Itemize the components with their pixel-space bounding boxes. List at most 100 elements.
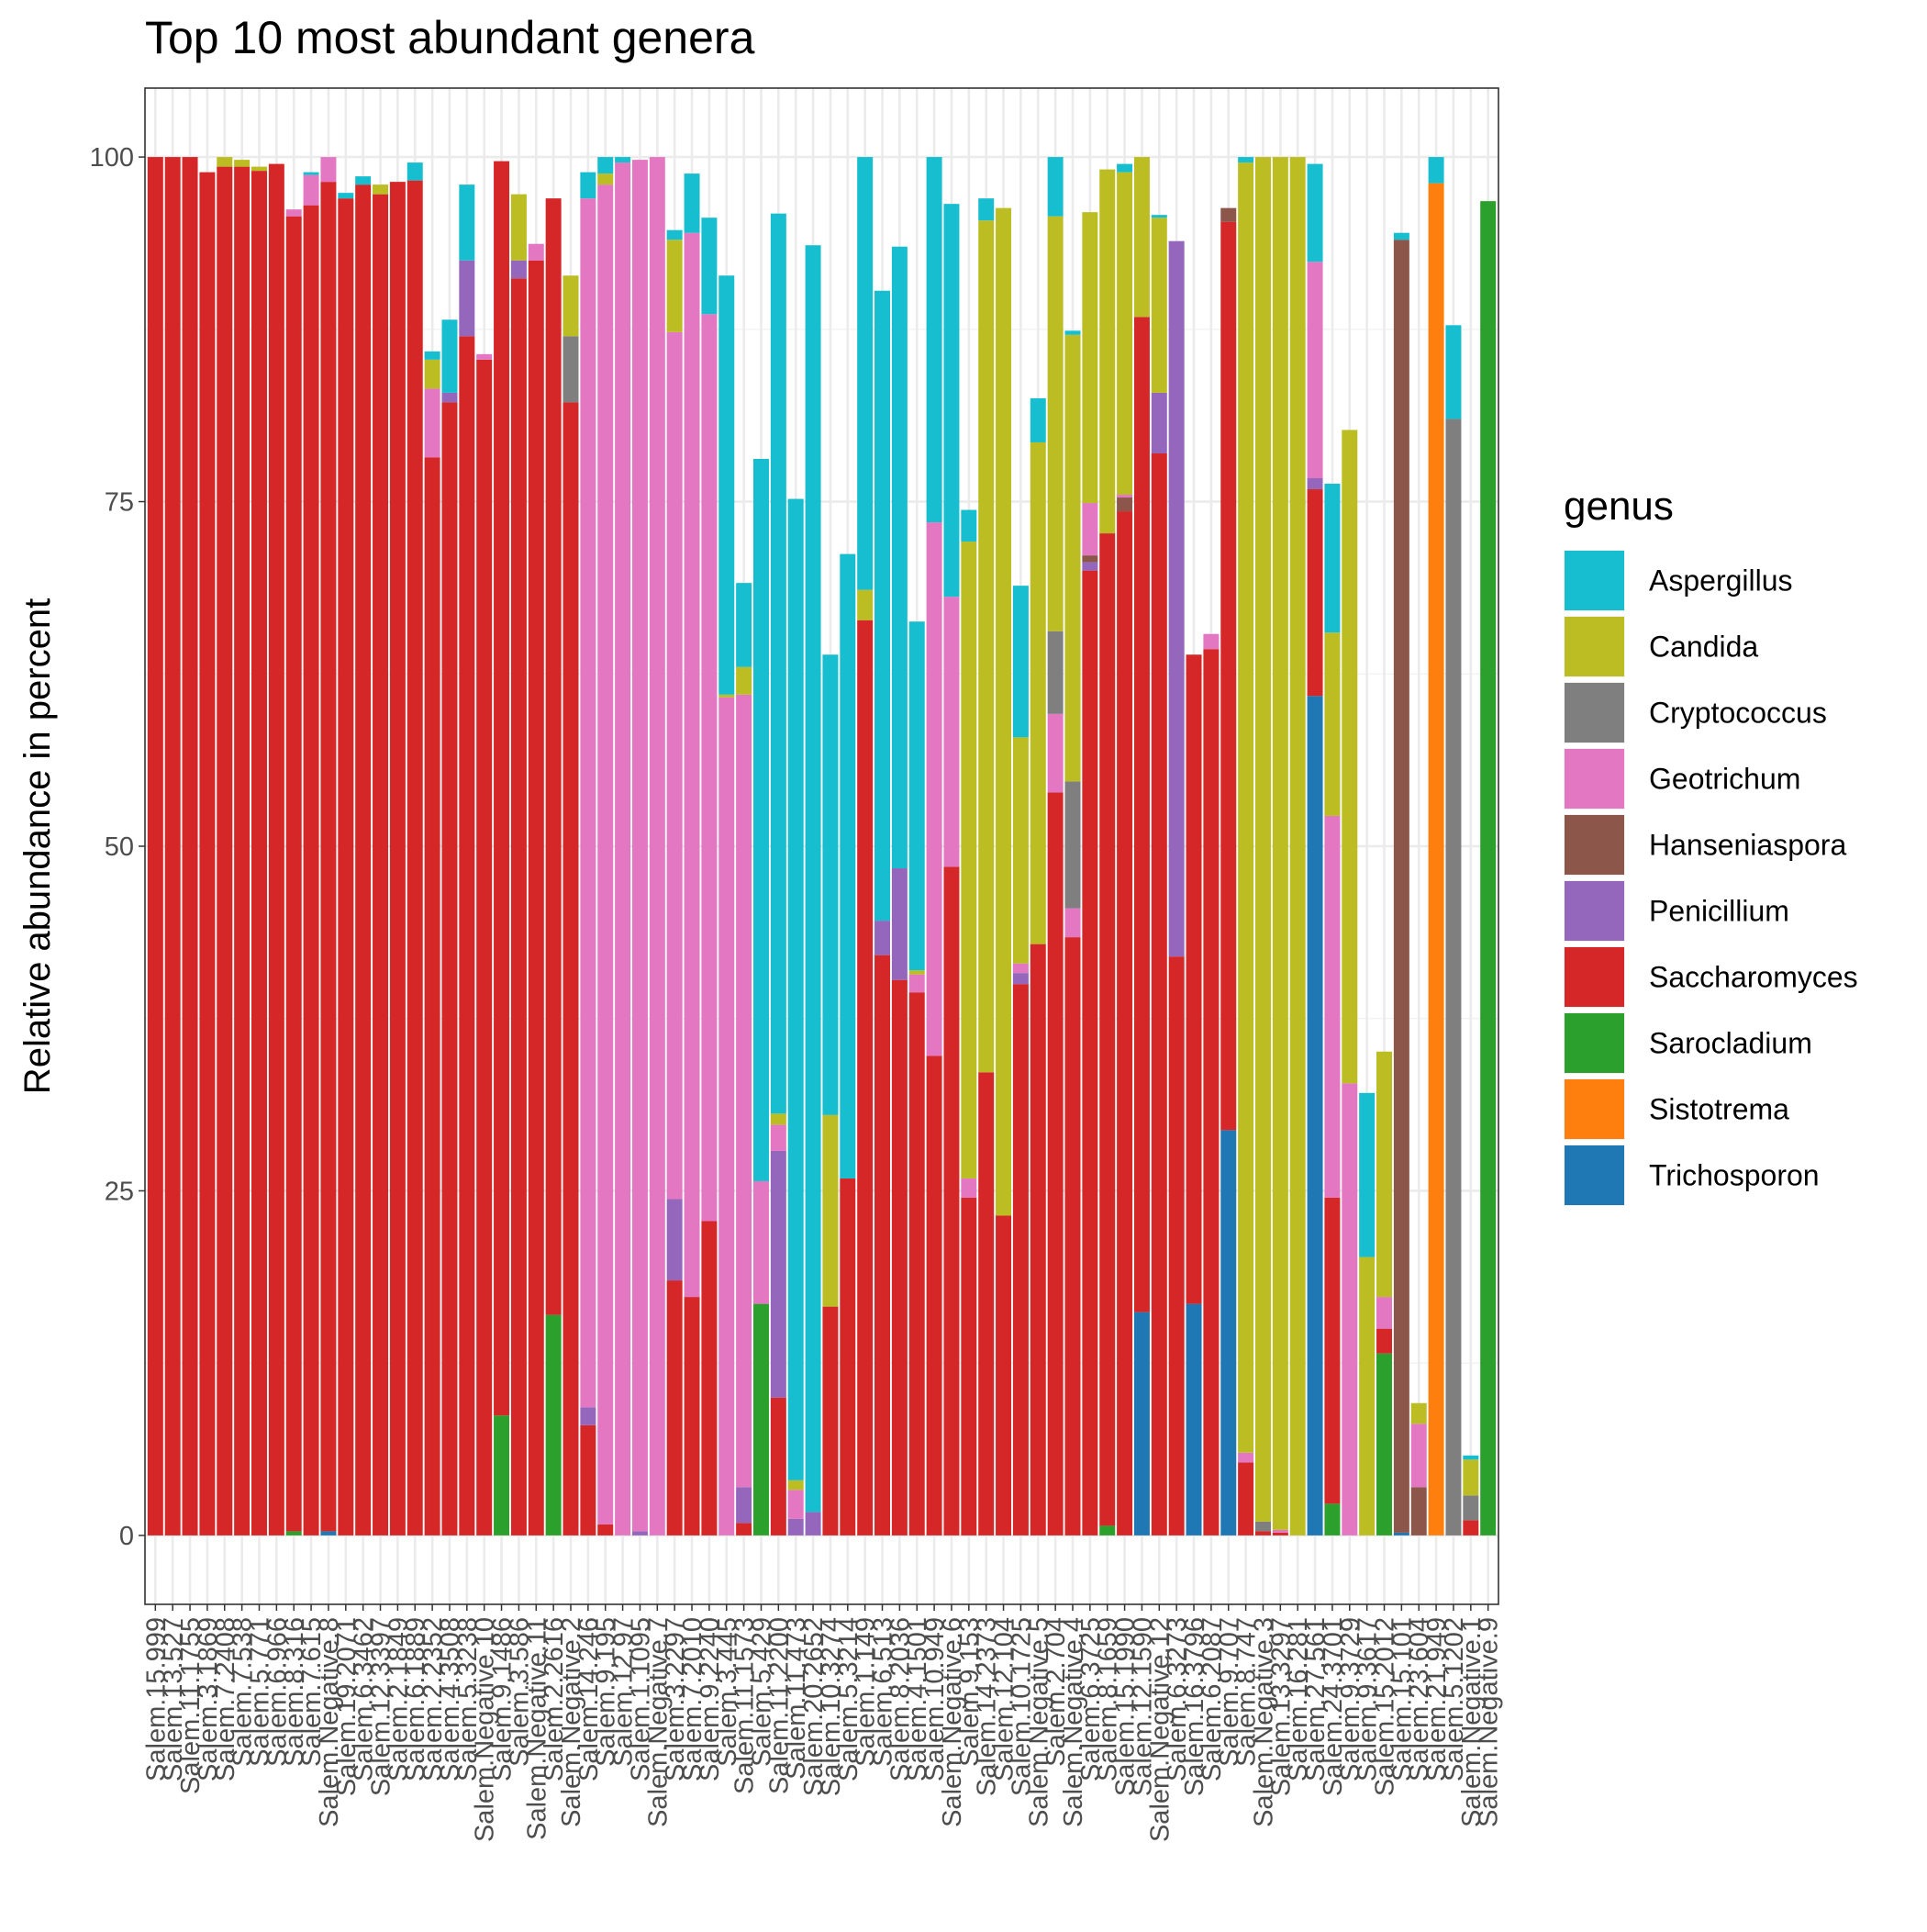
- y-tick-label: 50: [105, 832, 134, 862]
- bar-segment: [1307, 163, 1323, 262]
- bar-segment: [787, 1490, 804, 1519]
- bar-segment: [424, 457, 440, 1536]
- bar-segment: [1151, 215, 1167, 218]
- legend-label: Hanseniaspora: [1649, 829, 1846, 862]
- bar-segment: [1030, 441, 1046, 944]
- bar-segment: [805, 245, 821, 1513]
- bar-segment: [217, 157, 233, 167]
- x-tick-label: Salem.19.2071: [332, 1617, 362, 1796]
- bar-segment: [1272, 157, 1288, 1530]
- x-tick-label: Salem.3.1869: [194, 1617, 223, 1781]
- bar-segment: [285, 209, 302, 217]
- x-tick-label: Salem.9.3729: [1336, 1617, 1365, 1781]
- bar-segment: [355, 176, 372, 185]
- bar-segment: [580, 1407, 596, 1425]
- x-tick-label: Salem.5.3238: [453, 1617, 483, 1781]
- x-tick-label: Salem.23.604: [1405, 1617, 1434, 1781]
- bar-segment: [908, 974, 925, 993]
- y-tick-label: 0: [119, 1522, 134, 1551]
- bar-segment: [1324, 1503, 1341, 1536]
- bar-segment: [1428, 183, 1444, 1536]
- bar-segment: [528, 243, 544, 261]
- bar-segment: [1082, 562, 1098, 571]
- x-tick-label: Salem.6.3725: [1076, 1617, 1106, 1781]
- bar-segment: [597, 173, 614, 185]
- bar-segment: [199, 172, 216, 1536]
- bar-segment: [1047, 216, 1064, 631]
- x-tick-label: Salem.6.966: [262, 1617, 292, 1767]
- bar-segment: [857, 157, 874, 590]
- bar-segment: [597, 157, 614, 174]
- bar-segment: [943, 597, 960, 867]
- bar-segment: [1342, 1083, 1358, 1536]
- bar-segment: [666, 240, 683, 332]
- x-tick-label: Salem.6.3273: [1163, 1617, 1192, 1781]
- bar-segment: [510, 194, 527, 261]
- bar-segment: [407, 162, 423, 181]
- bar-segment: [494, 161, 510, 1416]
- bar-segment: [476, 353, 493, 360]
- x-tick-label: Salem.4.3508: [436, 1617, 465, 1781]
- bar-segment: [1428, 157, 1444, 184]
- bar-segment: [459, 336, 475, 1536]
- legend-label: Trichosporon: [1649, 1159, 1820, 1192]
- bar-segment: [234, 160, 251, 167]
- x-tick-label: Salem.27.561: [1301, 1617, 1331, 1781]
- x-tick-label: Salem.Negative.4: [1059, 1617, 1088, 1827]
- bar-segment: [736, 694, 752, 1488]
- legend-label: Saccharomyces: [1649, 961, 1858, 994]
- x-tick-label: Salem.5.429: [747, 1617, 776, 1767]
- bar-segment: [1186, 1303, 1202, 1536]
- x-tick-label: Salem.15.1990: [1111, 1617, 1141, 1796]
- x-tick-label: Salem.7.2010: [678, 1617, 707, 1781]
- x-tick-label: Salem.8.747: [1232, 1617, 1262, 1767]
- legend-label: Geotrichum: [1649, 763, 1800, 796]
- x-tick-label: Salem.10.1725: [1007, 1617, 1036, 1796]
- bar-segment: [1133, 157, 1150, 318]
- x-tick-label: Salem.2.1849: [384, 1617, 413, 1781]
- legend-label: Sarocladium: [1649, 1027, 1812, 1060]
- bar-segment: [1238, 157, 1254, 163]
- bar-segment: [978, 1072, 995, 1536]
- bar-segment: [1082, 555, 1098, 563]
- bar-segment: [978, 198, 995, 221]
- legend-label: Candida: [1649, 631, 1758, 664]
- x-tick-label: Salem.10.949: [920, 1617, 950, 1781]
- bar-segment: [1463, 1459, 1479, 1496]
- bar-segment: [1307, 696, 1323, 1536]
- x-tick-label: Salem.13.527: [159, 1617, 188, 1781]
- legend-title: genus: [1564, 484, 1674, 529]
- bar-segment: [1133, 1312, 1150, 1536]
- bar-segment: [1463, 1495, 1479, 1521]
- x-tick-label: Salem.9.2240: [696, 1617, 725, 1781]
- bar-segment: [268, 163, 284, 1536]
- y-axis-label: Relative abundance in percent: [17, 598, 58, 1094]
- x-tick-label: Salem.9.3617: [1353, 1617, 1383, 1781]
- x-tick-label: Salem.Negative.1: [1457, 1617, 1487, 1827]
- bar-segment: [1393, 240, 1409, 1533]
- bar-segment: [770, 213, 786, 1114]
- bar-segment: [1393, 232, 1409, 240]
- bar-segment: [597, 184, 614, 1524]
- legend-label: Sistotrema: [1649, 1093, 1789, 1126]
- bar-segment: [666, 1280, 683, 1536]
- bar-segment: [1012, 963, 1029, 974]
- bar-segment: [563, 402, 579, 1536]
- bar-segment: [822, 654, 839, 1115]
- bar-segment: [718, 697, 735, 1536]
- bar-segment: [1220, 1130, 1237, 1536]
- bar-segment: [1445, 419, 1462, 1536]
- bar-segment: [580, 198, 596, 1408]
- legend-swatch: [1565, 815, 1624, 875]
- x-tick-label: Salem.11.473: [782, 1617, 811, 1780]
- bar-segment: [1410, 1402, 1427, 1424]
- legend-swatch: [1565, 1079, 1624, 1139]
- x-tick-label: Salem.20.2652: [799, 1617, 829, 1796]
- bar-segment: [1342, 430, 1358, 1084]
- bar-segment: [563, 336, 579, 403]
- bar-segment: [1307, 489, 1323, 697]
- bar-segment: [1012, 737, 1029, 964]
- bar-segment: [718, 694, 735, 698]
- x-tick-label: Salem.Negative.5: [1024, 1617, 1053, 1827]
